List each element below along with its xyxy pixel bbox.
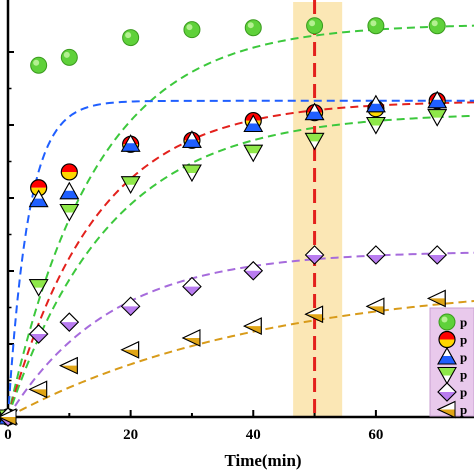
data-point-s5-1 <box>28 324 49 344</box>
fit-curve-5 <box>7 251 474 418</box>
data-point-s1-8 <box>428 17 446 35</box>
x-tick-label: 60 <box>368 427 383 443</box>
fit-curves-layer <box>7 24 474 418</box>
data-point-s3-3 <box>120 134 141 152</box>
data-point-s2-2 <box>60 163 78 181</box>
data-point-s5-7 <box>366 245 386 265</box>
legend-marker-1 <box>438 313 456 331</box>
legend-label-2: p <box>460 332 467 347</box>
data-point-s3-4 <box>182 130 202 148</box>
data-point-s4-8 <box>427 109 448 127</box>
data-point-s6-6 <box>304 305 324 324</box>
fit-curve-2 <box>7 101 474 418</box>
data-point-s4-3 <box>120 176 141 194</box>
fit-curve-4 <box>7 114 474 418</box>
legend-label-6: p <box>460 402 467 417</box>
data-point-s3-7 <box>366 94 386 113</box>
x-axis-title: Time(min) <box>224 451 301 470</box>
data-point-s1-5 <box>244 19 262 37</box>
data-point-s3-8 <box>427 90 448 109</box>
data-point-s4-5 <box>243 144 264 163</box>
data-point-s4-7 <box>366 117 386 135</box>
data-point-s1-6 <box>306 17 324 35</box>
x-tick-label: 20 <box>123 427 138 443</box>
data-point-s5-4 <box>182 276 202 297</box>
data-point-s4-6 <box>304 132 325 151</box>
data-point-s3-2 <box>59 181 80 200</box>
data-point-s6-4 <box>181 329 201 347</box>
x-tick-label: 0 <box>4 427 12 443</box>
data-point-s6-2 <box>59 356 78 375</box>
data-point-s4-1 <box>28 279 49 297</box>
legend-label-5: p <box>460 385 467 400</box>
data-point-s1-3 <box>122 29 140 47</box>
legend-label-4: p <box>460 367 467 382</box>
legend-marker-3 <box>437 346 457 365</box>
data-point-s6-3 <box>120 341 140 359</box>
axes-layer: 0 20 40 60 <box>4 0 474 443</box>
data-point-s3-6 <box>304 102 325 121</box>
data-point-s6-0 <box>0 408 17 426</box>
data-point-s1-2 <box>60 48 78 66</box>
data-point-s5-5 <box>243 261 263 281</box>
fit-curve-6 <box>7 299 474 418</box>
fit-curve-1 <box>7 24 474 418</box>
data-point-s5-8 <box>427 245 447 265</box>
legend-marker-5 <box>437 382 457 402</box>
data-point-s5-6 <box>304 245 325 265</box>
data-point-s4-4 <box>182 164 202 182</box>
x-tick-label: 40 <box>246 427 261 443</box>
legend-marker-4 <box>437 367 457 385</box>
fit-curve-3 <box>7 99 474 418</box>
data-point-s3-1 <box>28 189 49 208</box>
legend-marker-6 <box>436 400 456 419</box>
data-point-s1-7 <box>367 17 385 35</box>
data-point-s1-4 <box>183 21 201 39</box>
highlight-band <box>293 2 343 417</box>
data-point-s6-7 <box>365 297 385 316</box>
highlight-band-layer <box>293 2 343 417</box>
data-point-s6-5 <box>243 317 262 335</box>
legend-label-1: p <box>460 315 467 330</box>
data-point-s5-3 <box>120 296 141 317</box>
data-point-s6-1 <box>28 380 48 399</box>
data-point-s5-2 <box>59 312 80 332</box>
data-point-s4-2 <box>59 203 80 222</box>
data-points-layer <box>0 17 448 428</box>
data-point-s1-1 <box>30 56 48 74</box>
legend-label-3: p <box>460 350 467 365</box>
data-point-s3-5 <box>243 114 264 133</box>
legend-marker-2 <box>438 330 456 349</box>
data-point-s6-8 <box>427 289 446 308</box>
